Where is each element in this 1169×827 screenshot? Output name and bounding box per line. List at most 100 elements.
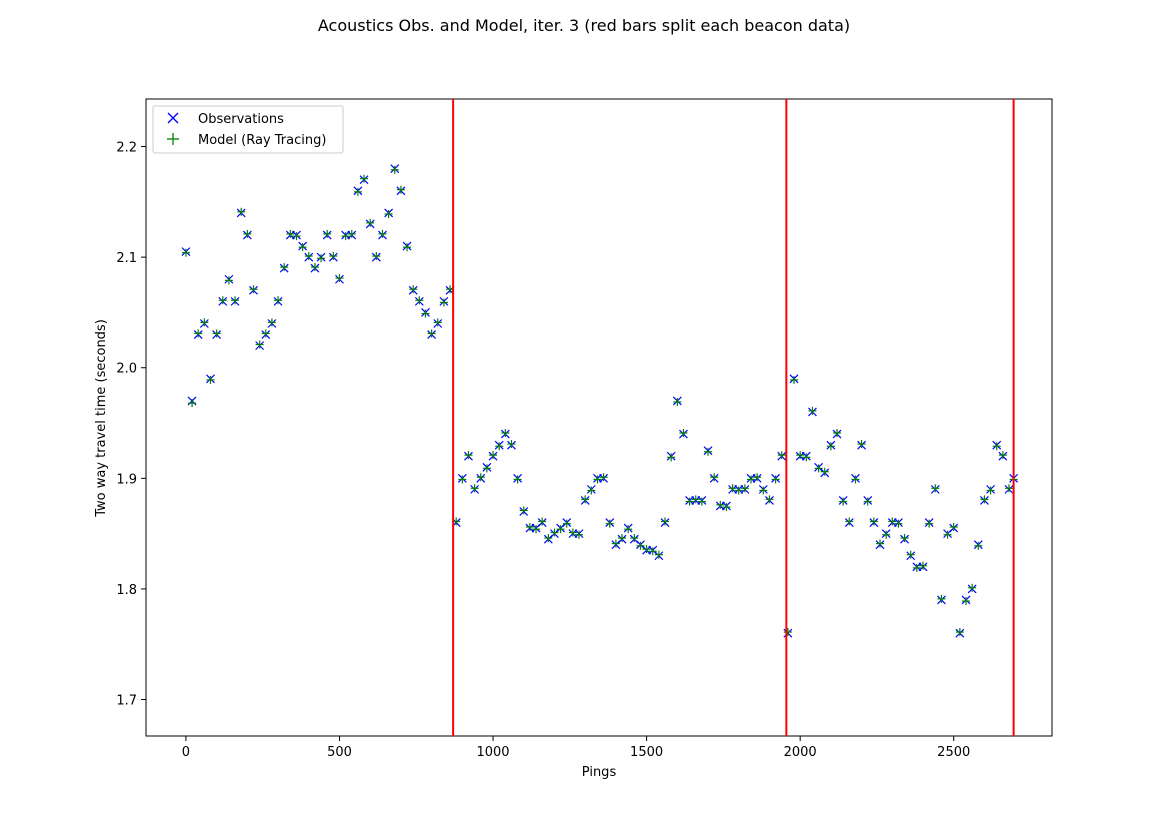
model-point <box>777 451 786 460</box>
model-point <box>403 243 412 252</box>
model-point <box>237 207 246 216</box>
model-point <box>691 495 700 504</box>
model-point <box>771 475 780 484</box>
model-point <box>894 519 903 528</box>
model-point <box>759 486 768 495</box>
y-tick-label: 2.1 <box>116 251 137 266</box>
model-point <box>544 534 553 543</box>
model-point <box>378 229 387 238</box>
model-point <box>421 309 430 318</box>
legend-box <box>152 105 344 154</box>
model-point <box>489 451 498 460</box>
model-point <box>673 398 682 407</box>
model-point <box>519 506 528 515</box>
model-point <box>218 296 227 305</box>
model-point <box>323 229 332 238</box>
model-point <box>716 500 725 509</box>
model-point <box>863 497 872 506</box>
model-point <box>513 475 522 484</box>
model-point <box>998 451 1007 460</box>
model-point <box>415 296 424 305</box>
model-point <box>538 517 547 526</box>
model-point <box>661 517 670 526</box>
model-point <box>630 534 639 543</box>
model-point <box>231 296 240 305</box>
y-tick-label: 2.0 <box>116 362 137 377</box>
model-point <box>869 517 878 526</box>
model-point <box>212 329 221 338</box>
model-point <box>495 442 504 451</box>
x-tick-label: 2000 <box>784 745 817 760</box>
y-tick-label: 1.8 <box>116 583 137 598</box>
model-point <box>802 453 811 462</box>
model-point <box>181 248 190 257</box>
model-point <box>845 517 854 526</box>
legend-marker-model <box>167 133 179 145</box>
model-point <box>261 329 270 338</box>
model-point <box>1005 484 1014 493</box>
model-point <box>525 522 534 531</box>
model-point <box>857 440 866 449</box>
model-point <box>267 318 276 327</box>
model-point <box>286 229 295 238</box>
legend-marker-observations <box>167 112 179 124</box>
model-point <box>888 517 897 526</box>
model-point <box>943 530 952 539</box>
model-point <box>550 528 559 537</box>
model-point <box>826 442 835 451</box>
model-point <box>796 451 805 460</box>
model-point <box>949 522 958 531</box>
model-point <box>200 318 209 327</box>
legend-label-observations: Observations <box>198 112 284 127</box>
model-point <box>532 525 541 534</box>
model-point <box>599 473 608 482</box>
model-point <box>194 329 203 338</box>
model-point <box>464 451 473 460</box>
model-point <box>556 525 565 534</box>
model-point <box>980 495 989 504</box>
model-point <box>833 428 842 437</box>
model-point <box>955 628 964 637</box>
x-tick-label: 500 <box>327 745 352 760</box>
model-point <box>882 530 891 539</box>
x-axis-label: Pings <box>582 765 617 780</box>
model-point <box>734 486 743 495</box>
model-point <box>624 525 633 534</box>
model-point <box>642 545 651 554</box>
legend-label-model: Model (Ray Tracing) <box>198 133 326 148</box>
model-point <box>925 519 934 528</box>
x-tick-label: 0 <box>182 745 190 760</box>
model-point <box>605 519 614 528</box>
model-point <box>384 210 393 219</box>
model-point <box>648 547 657 556</box>
model-point <box>753 473 762 482</box>
model-point <box>310 263 319 272</box>
model-point <box>912 563 921 572</box>
model-point <box>243 229 252 238</box>
y-axis: 1.7 1.8 1.9 2.0 2.1 2.2 <box>116 141 146 709</box>
model-point <box>986 486 995 495</box>
model-point <box>255 340 264 349</box>
model-point <box>906 550 915 559</box>
model-point <box>458 475 467 484</box>
model-point <box>839 497 848 506</box>
model-point <box>820 467 829 476</box>
model-point <box>433 318 442 327</box>
x-axis: 0 500 1000 1500 2000 2500 <box>182 736 970 760</box>
model-point <box>390 165 399 174</box>
model-point <box>317 254 326 263</box>
model-point <box>292 232 301 241</box>
model-point <box>704 447 713 456</box>
model-point <box>790 375 799 384</box>
model-point <box>919 561 928 570</box>
legend: Observations Model (Ray Tracing) <box>152 105 344 154</box>
model-point <box>575 530 584 539</box>
model-point <box>568 528 577 537</box>
model-point <box>249 285 258 294</box>
model-point <box>224 276 233 285</box>
model-point <box>876 539 885 548</box>
model-point <box>470 484 479 493</box>
y-tick-label: 2.2 <box>116 141 137 156</box>
y-tick-label: 1.9 <box>116 472 137 487</box>
